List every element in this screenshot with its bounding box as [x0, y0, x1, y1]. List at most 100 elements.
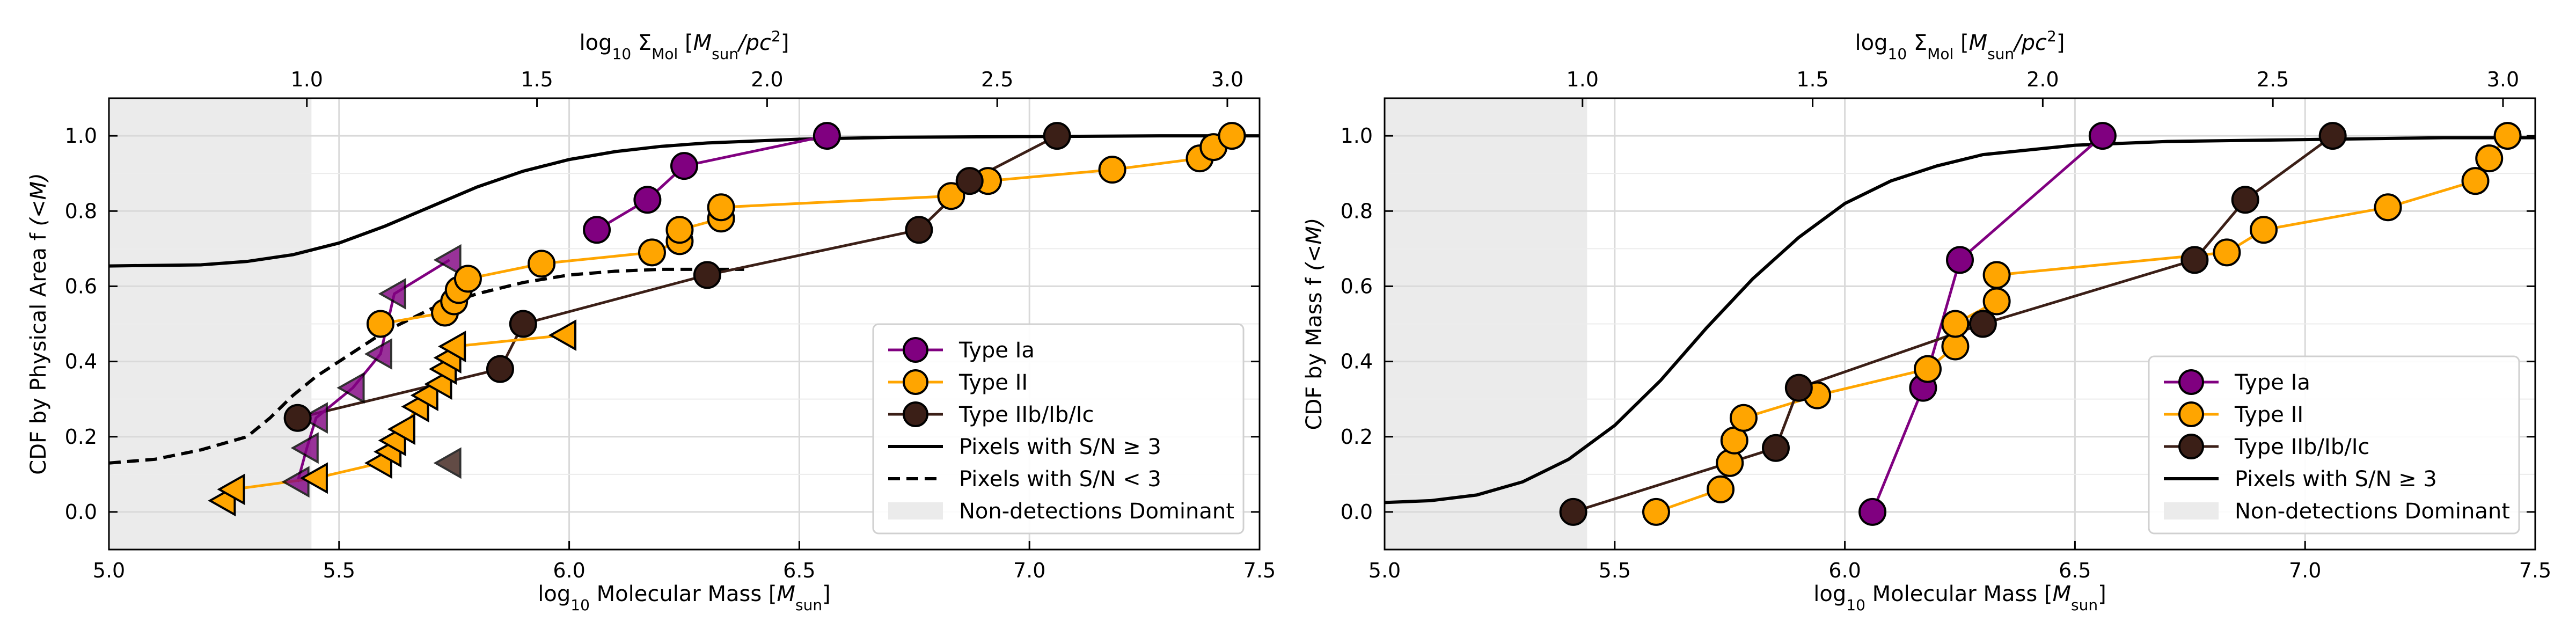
legend-label: Pixels with S/N ≥ 3: [2235, 467, 2437, 492]
legend: Type Ia Type II Type IIb/Ib/Ic Pixels with …: [2148, 355, 2520, 535]
y-tick-label: 0.0: [1341, 500, 1373, 524]
point-type-ii: [453, 265, 482, 293]
legend-label: Non-detections Dominant: [2235, 499, 2510, 524]
legend-marker: [903, 369, 928, 395]
pixels-high-sn-curve: [108, 134, 1260, 268]
legend-label: Type II: [2234, 402, 2303, 427]
legend-label: Type Ia: [958, 338, 1035, 363]
point-type-ii: [665, 216, 694, 244]
x-tick-label: 5.5: [323, 559, 355, 582]
point-type-ia: [813, 122, 841, 150]
legend-marker: [2178, 401, 2204, 427]
y-tick-label: 0.4: [65, 350, 97, 374]
upper-limit-type-ii: [217, 473, 245, 506]
chart-panel-1: 5.0 5.5 6.0 6.5 7.0 7.5 0.0 0.2 0.4 0.6 0.8 1.0 1.0 1…: [26, 27, 1276, 614]
point-type-iib-ib-ic: [1968, 310, 1997, 338]
point-type-iib-ib-ic: [2180, 246, 2209, 274]
top-tick-label: 3.0: [1211, 68, 1243, 91]
x-axis-title: log10 Molecular Mass [Msun]: [538, 582, 830, 614]
x-tick-label: 5.0: [1368, 559, 1401, 582]
y-tick-label: 0.6: [65, 274, 97, 298]
top-tick-label: 1.0: [1567, 68, 1599, 91]
point-type-ia: [1946, 246, 1974, 274]
upper-limit-type-ia: [299, 402, 328, 434]
pixels-low-sn-curve: [108, 267, 744, 465]
limit-line-type-ia: [296, 259, 450, 482]
legend-patch: [888, 502, 943, 519]
x-axis-title: log10 Molecular Mass [Msun]: [1813, 582, 2106, 614]
point-type-ii: [1642, 497, 1670, 526]
x-tick-label: 5.5: [1599, 559, 1631, 582]
x-tick-label: 5.0: [93, 559, 125, 582]
legend-marker: [903, 401, 928, 427]
upper-limit-type-ia: [364, 338, 392, 370]
point-type-ii: [2461, 167, 2490, 195]
x-tick-label: 7.5: [2519, 559, 2551, 582]
point-type-iib-ib-ic: [2318, 122, 2347, 150]
upper-limit-type-ia: [433, 244, 462, 276]
upper-limit-type-ia: [336, 372, 365, 404]
plot-frame: [1384, 97, 2536, 551]
legend-marker: [2178, 369, 2204, 395]
y-tick-label: 0.6: [1341, 274, 1373, 298]
y-tick-label: 0.4: [1341, 350, 1373, 374]
point-type-ii: [1098, 156, 1126, 184]
gridlines: [108, 98, 1261, 550]
point-type-ii: [366, 310, 394, 338]
upper-limit-type-ia: [290, 432, 319, 464]
top-tick-label: 1.0: [291, 68, 323, 91]
legend-marker: [2178, 434, 2204, 459]
x-tick-label: 6.0: [1828, 559, 1861, 582]
top-tick-label: 2.0: [751, 68, 783, 91]
y-tick-label: 0.2: [1341, 425, 1373, 449]
chart-panel-2: 5.0 5.5 6.0 6.5 7.0 7.5 0.0 0.2 0.4 0.6 0.8 1.0 1.0 1…: [1302, 27, 2551, 614]
point-type-iib-ib-ic: [1784, 374, 1813, 402]
x-tick-label: 7.0: [1013, 559, 1045, 582]
point-type-ii: [1707, 475, 1735, 503]
point-type-iib-ib-ic: [1761, 434, 1790, 462]
point-type-ii: [2374, 193, 2402, 222]
legend-box: [872, 323, 1245, 535]
series-line-type-ia: [596, 134, 828, 231]
y-tick-label: 1.0: [1341, 124, 1373, 148]
upper-limit-type-iib-ib-ic: [433, 447, 462, 479]
point-type-ii: [1218, 122, 1246, 150]
legend-label: Pixels with S/N ≥ 3: [959, 435, 1161, 459]
x-tick-label: 7.5: [1243, 559, 1276, 582]
y-tick-label: 0.0: [65, 500, 97, 524]
point-type-ia: [2088, 122, 2117, 150]
legend-label: Non-detections Dominant: [959, 499, 1234, 524]
legend: Type Ia Type II Type IIb/Ib/Ic Pixels with …: [872, 323, 1245, 535]
point-type-iib-ib-ic: [1559, 497, 1587, 526]
point-type-iib-ib-ic: [509, 310, 537, 338]
legend-label: Type II: [958, 370, 1028, 395]
point-type-iib-ib-ic: [955, 167, 984, 195]
point-type-ia: [633, 186, 662, 214]
point-type-ii: [2213, 238, 2241, 267]
legend-marker: [903, 337, 928, 363]
point-type-ia: [583, 216, 611, 244]
point-type-ii: [1913, 355, 1942, 383]
upper-limit-type-ii: [548, 319, 577, 351]
point-type-ii: [1941, 310, 1970, 338]
point-type-ii: [638, 238, 666, 267]
top-tick-label: 1.5: [521, 68, 553, 91]
legend-label: Type IIb/Ib/Ic: [958, 402, 1094, 427]
upper-limit-type-ia: [378, 278, 406, 310]
upper-limit-type-ii: [387, 413, 415, 445]
legend-label: Pixels with S/N < 3: [959, 467, 1161, 492]
y-axis-title: CDF by Mass f (<M): [1302, 218, 1327, 430]
point-type-ia: [1858, 497, 1887, 526]
top-axis-title: log10 ΣMol [Msun/pc2]: [580, 27, 789, 63]
x-tick-label: 6.5: [783, 559, 815, 582]
point-type-ii: [528, 250, 556, 278]
point-type-iib-ib-ic: [2231, 186, 2259, 214]
point-type-ii: [1982, 261, 2011, 289]
y-axis-title: CDF by Physical Area f (<M): [26, 173, 51, 474]
top-axis-title: log10 ΣMol [Msun/pc2]: [1855, 27, 2065, 63]
y-tick-label: 1.0: [65, 124, 97, 148]
point-type-ii: [2250, 216, 2278, 244]
pixels-high-sn-curve: [1384, 136, 2535, 504]
top-tick-label: 2.5: [2257, 68, 2289, 91]
legend-label: Type Ia: [2234, 370, 2310, 395]
